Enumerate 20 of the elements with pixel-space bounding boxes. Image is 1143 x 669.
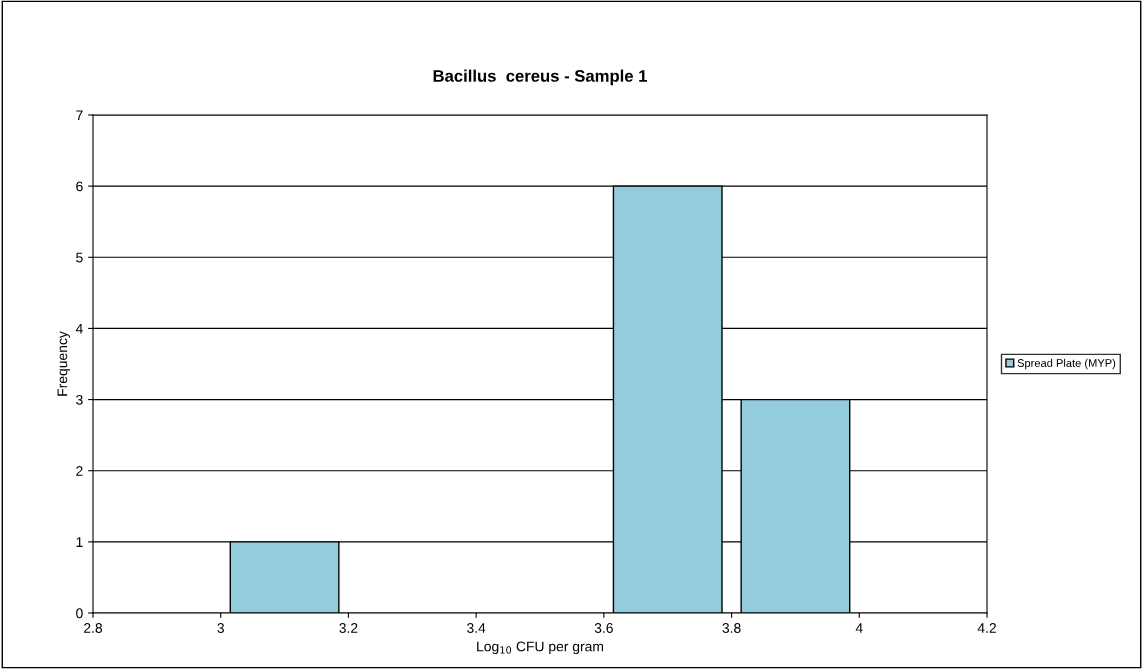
y-tick-label: 5 (76, 252, 83, 263)
y-tick-label: 1 (76, 537, 83, 547)
x-tick-label: 3.4 (467, 623, 486, 633)
x-tick-label: 4 (855, 623, 863, 633)
x-tick-label: 3 (217, 623, 224, 633)
x-tick-label: 3.8 (722, 623, 741, 633)
legend-label: Spread Plate (MYP) (1017, 358, 1116, 370)
y-tick-label: 0 (76, 608, 83, 619)
y-tick-label: 7 (76, 110, 83, 121)
y-axis-title: Frequency (57, 331, 70, 396)
x-tick-label: 3.2 (339, 623, 358, 633)
x-tick-label: 4.2 (977, 623, 996, 633)
x-axis-title: Log$_{10}$ CFU per gram (477, 641, 604, 655)
x-tick-label: 3.6 (594, 623, 613, 633)
x-tick-label: 2.8 (84, 623, 103, 633)
y-tick-label: 6 (76, 181, 83, 192)
chart-title: Bacillus cereus - Sample 1 (433, 69, 647, 86)
y-tick-label: 3 (76, 394, 83, 405)
y-tick-label: 4 (75, 323, 83, 334)
y-tick-label: 2 (76, 466, 83, 476)
